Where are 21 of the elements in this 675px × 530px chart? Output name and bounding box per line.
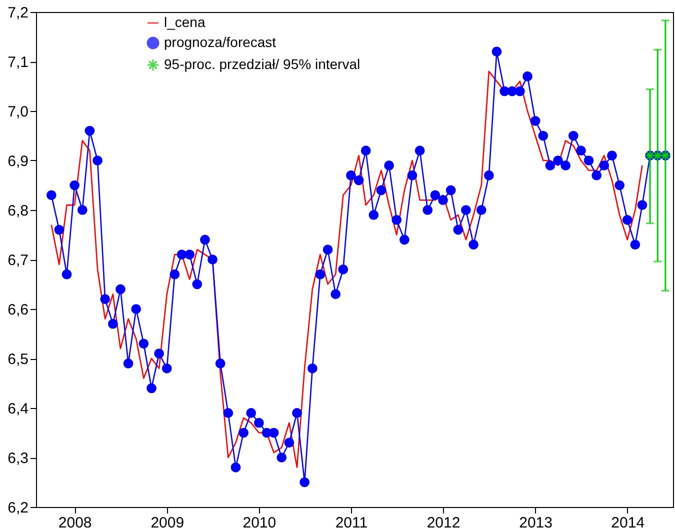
x-tick-label: 2009 <box>150 514 184 530</box>
x-tick-label: 2010 <box>242 514 276 530</box>
x-tick-label: 2012 <box>426 514 460 530</box>
legend-label: 95-proc. przedział/ 95% interval <box>164 56 360 72</box>
y-tick-label: 6,7 <box>8 252 28 269</box>
x-tick-label: 2008 <box>58 514 92 530</box>
x-tick-label: 2014 <box>611 514 645 530</box>
y-tick-label: 6,6 <box>8 302 28 318</box>
legend-label: l_cena <box>164 14 206 30</box>
y-tick-label: 6,2 <box>8 500 28 516</box>
y-tick-label: 6,4 <box>8 400 28 418</box>
y-tick-label: 7,2 <box>8 4 28 22</box>
x-tick-label: 2013 <box>519 514 552 530</box>
y-tick-label: 6,8 <box>8 202 28 220</box>
legend-label: prognoza/forecast <box>164 34 276 50</box>
y-tick-label: 7,1 <box>8 54 28 71</box>
y-tick-label: 6,5 <box>8 351 28 368</box>
y-tick-label: 6,9 <box>8 153 28 170</box>
x-tick-label: 2011 <box>335 514 368 530</box>
y-tick-label: 6,3 <box>8 450 28 467</box>
y-tick-label: 7,0 <box>8 104 28 120</box>
